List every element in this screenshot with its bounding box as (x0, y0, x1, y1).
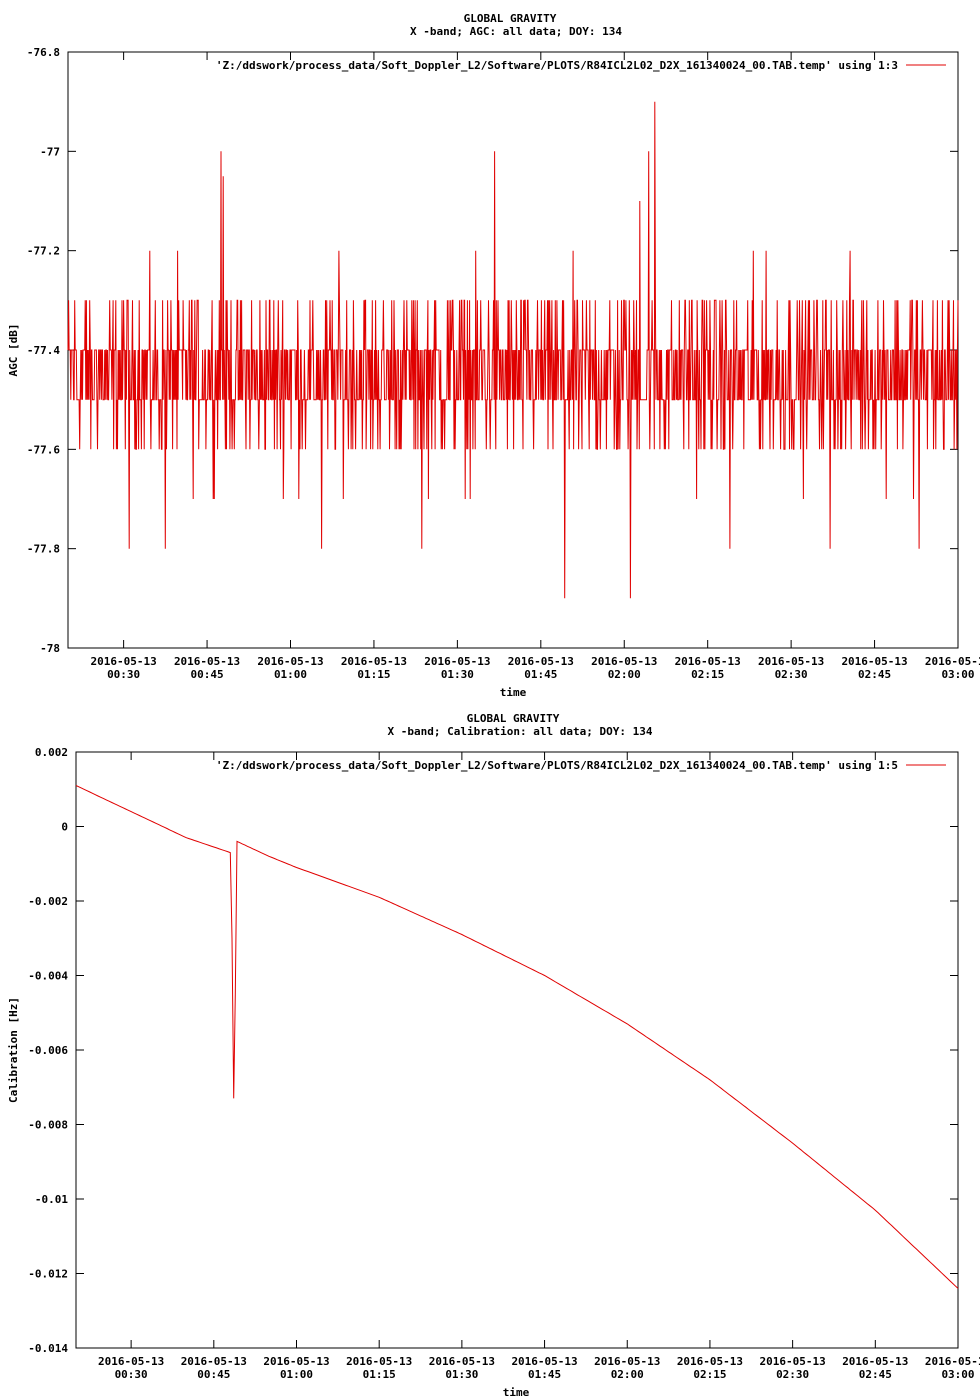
agc-y-tick-label: -77.6 (27, 443, 60, 456)
agc-x-tick-date: 2016-05-13 (591, 655, 657, 668)
cal-x-tick-time: 02:00 (611, 1368, 644, 1381)
cal-y-axis: 0.002 0 -0.002 -0.004 -0.006 -0.008 -0.01 -0.01… (28, 746, 958, 1355)
agc-x-tick-date: 2016-05-13 (174, 655, 240, 668)
cal-y-tick-label: 0.002 (35, 746, 68, 759)
cal-x-tick-date: 2016-05-13 (511, 1355, 577, 1368)
cal-x-tick-date: 2016-05-13 (760, 1355, 826, 1368)
cal-x-tick-time: 02:30 (776, 1368, 809, 1381)
cal-y-tick-label: -0.014 (28, 1342, 68, 1355)
cal-x-tick-date: 2016-05-13 (181, 1355, 247, 1368)
cal-x-tick-date: 2016-05-13 (842, 1355, 908, 1368)
agc-x-tick-date: 2016-05-13 (675, 655, 741, 668)
cal-x-tick-time: 01:30 (445, 1368, 478, 1381)
agc-x-tick-time: 02:30 (775, 668, 808, 681)
cal-y-tick-label: 0 (61, 821, 68, 834)
agc-y-tick-label: -78 (40, 642, 60, 655)
agc-x-tick-time: 00:30 (107, 668, 140, 681)
cal-x-tick-date: 2016-05-13 (677, 1355, 743, 1368)
cal-x-tick-time: 03:00 (941, 1368, 974, 1381)
agc-x-tick-time: 02:15 (691, 668, 724, 681)
cal-chart-title: GLOBAL GRAVITY (467, 712, 560, 725)
cal-x-tick-date: 2016-05-13 (925, 1355, 980, 1368)
agc-x-tick-time: 03:00 (941, 668, 974, 681)
agc-x-tick-date: 2016-05-13 (257, 655, 323, 668)
cal-frame (75, 751, 959, 1349)
agc-chart-subtitle: X -band; AGC: all data; DOY: 134 (410, 25, 622, 38)
cal-chart-subtitle: X -band; Calibration: all data; DOY: 134 (388, 725, 653, 738)
cal-y-tick-label: -0.006 (28, 1044, 68, 1057)
cal-y-tick-label: -0.01 (35, 1193, 68, 1206)
cal-y-tick-label: -0.012 (28, 1268, 68, 1281)
cal-x-tick-date: 2016-05-13 (98, 1355, 164, 1368)
cal-plot-area: 0.002 0 -0.002 -0.004 -0.006 -0.008 -0.01 -0.01… (28, 746, 980, 1381)
agc-chart-title: GLOBAL GRAVITY (464, 12, 557, 25)
cal-x-tick-date: 2016-05-13 (346, 1355, 412, 1368)
agc-y-tick-label: -77.2 (27, 245, 60, 258)
agc-x-tick-date: 2016-05-13 (341, 655, 407, 668)
agc-y-tick-label: -77.4 (27, 344, 60, 357)
agc-x-tick-date: 2016-05-13 (508, 655, 574, 668)
cal-x-tick-time: 00:45 (197, 1368, 230, 1381)
agc-x-tick-time: 02:00 (608, 668, 641, 681)
cal-y-tick-label: -0.002 (28, 895, 68, 908)
cal-x-tick-time: 00:30 (115, 1368, 148, 1381)
agc-y-axis-label: AGC [dB] (7, 324, 20, 377)
cal-y-tick-label: -0.008 (28, 1119, 68, 1132)
cal-x-axis-label: time (503, 1386, 530, 1399)
cal-x-tick-time: 01:45 (528, 1368, 561, 1381)
cal-legend-label: 'Z:/ddswork/process_data/Soft_Doppler_L2… (216, 759, 898, 772)
agc-chart: GLOBAL GRAVITY X -band; AGC: all data; D… (7, 12, 980, 699)
agc-x-tick-time: 02:45 (858, 668, 891, 681)
cal-series-line (75, 785, 959, 1289)
agc-x-axis-label: time (500, 686, 527, 699)
agc-x-tick-time: 01:15 (357, 668, 390, 681)
agc-x-tick-time: 00:45 (191, 668, 224, 681)
cal-x-tick-time: 02:15 (693, 1368, 726, 1381)
agc-y-tick-label: -77.8 (27, 543, 60, 556)
agc-x-tick-time: 01:30 (441, 668, 474, 681)
cal-x-tick-time: 02:45 (859, 1368, 892, 1381)
agc-x-tick-date: 2016-05-13 (758, 655, 824, 668)
cal-y-tick-label: -0.004 (28, 970, 68, 983)
agc-x-tick-date: 2016-05-13 (841, 655, 907, 668)
cal-x-tick-date: 2016-05-13 (429, 1355, 495, 1368)
agc-x-tick-time: 01:45 (524, 668, 557, 681)
agc-x-tick-date: 2016-05-13 (91, 655, 157, 668)
agc-legend-label: 'Z:/ddswork/process_data/Soft_Doppler_L2… (216, 59, 898, 72)
agc-y-tick-label: -77 (40, 145, 60, 158)
agc-series-line (67, 101, 959, 599)
cal-x-tick-date: 2016-05-13 (594, 1355, 660, 1368)
cal-x-tick-time: 01:15 (363, 1368, 396, 1381)
cal-y-axis-label: Calibration [Hz] (7, 997, 20, 1103)
calibration-chart: GLOBAL GRAVITY X -band; Calibration: all… (7, 712, 980, 1399)
agc-x-tick-date: 2016-05-13 (424, 655, 490, 668)
agc-y-tick-label: -76.8 (27, 46, 60, 59)
cal-x-axis: 2016-05-1300:302016-05-1300:452016-05-13… (98, 752, 980, 1381)
agc-x-axis: 2016-05-1300:302016-05-1300:452016-05-13… (91, 52, 980, 681)
cal-x-tick-date: 2016-05-13 (263, 1355, 329, 1368)
agc-x-tick-time: 01:00 (274, 668, 307, 681)
agc-x-tick-date: 2016-05-13 (925, 655, 980, 668)
agc-plot-area: -76.8 -77 -77.2 -77.4 -77.6 -77.8 -78 2016-05-… (27, 46, 980, 681)
cal-x-tick-time: 01:00 (280, 1368, 313, 1381)
